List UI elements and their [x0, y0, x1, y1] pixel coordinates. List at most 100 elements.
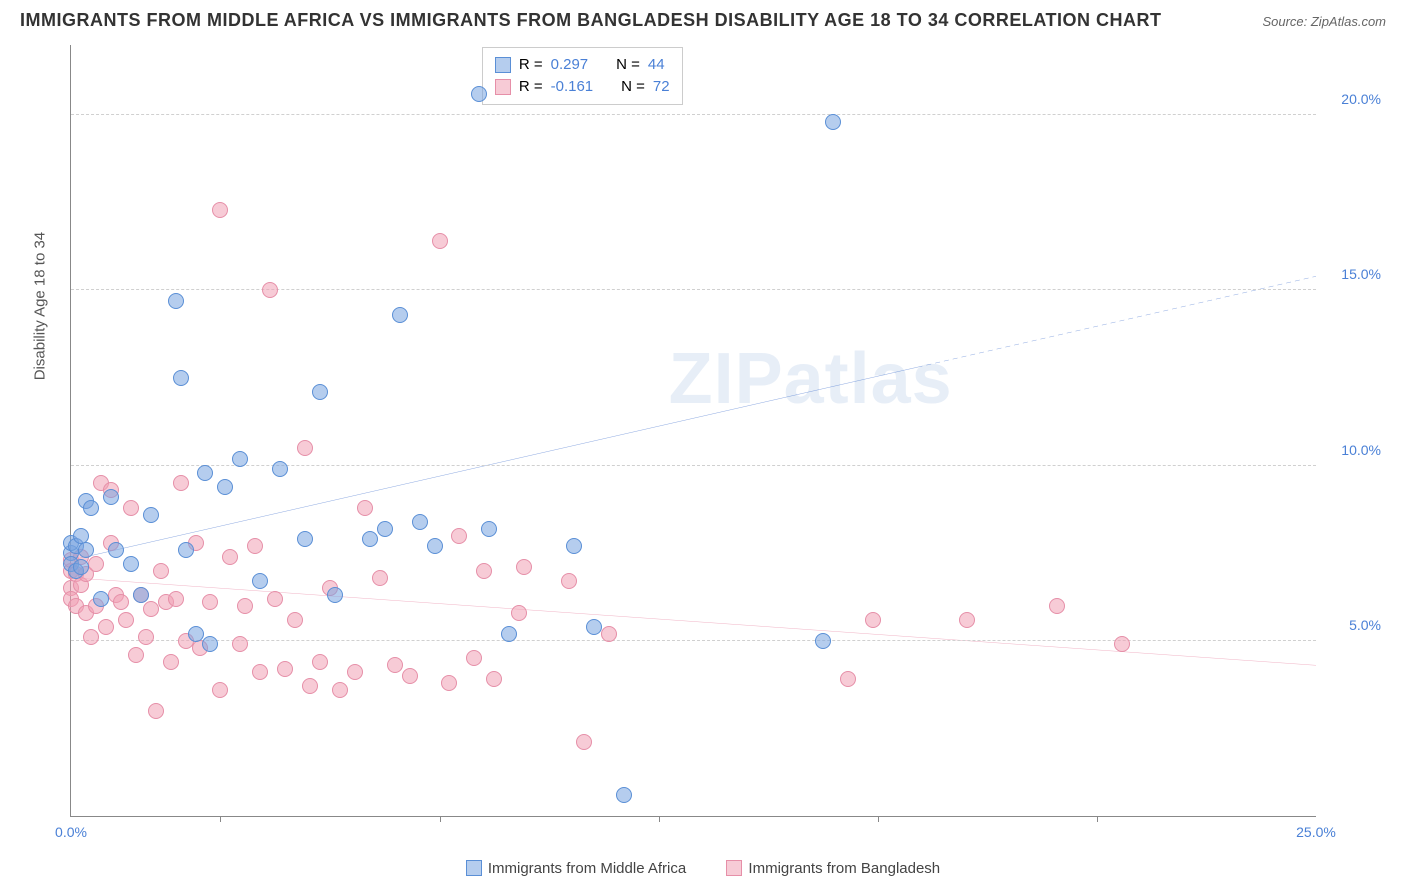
scatter-point-blue: [188, 626, 204, 642]
scatter-point-pink: [237, 598, 253, 614]
plot-area: ZIPatlas R = 0.297 N = 44 R = -0.161 N =…: [70, 45, 1316, 817]
scatter-point-blue: [123, 556, 139, 572]
scatter-point-pink: [98, 619, 114, 635]
scatter-point-pink: [212, 202, 228, 218]
chart-title: IMMIGRANTS FROM MIDDLE AFRICA VS IMMIGRA…: [20, 10, 1162, 31]
stat-label-n: N =: [616, 54, 640, 76]
scatter-point-pink: [173, 475, 189, 491]
x-tick-mark: [878, 816, 879, 822]
x-tick-label: 0.0%: [55, 824, 87, 840]
scatter-point-pink: [511, 605, 527, 621]
bottom-legend: Immigrants from Middle Africa Immigrants…: [0, 860, 1406, 881]
scatter-point-pink: [262, 282, 278, 298]
scatter-point-pink: [88, 556, 104, 572]
scatter-point-blue: [586, 619, 602, 635]
scatter-point-blue: [471, 86, 487, 102]
scatter-point-blue: [377, 521, 393, 537]
gridline: [71, 114, 1316, 115]
scatter-point-blue: [272, 461, 288, 477]
scatter-point-blue: [825, 114, 841, 130]
trend-lines-svg: [71, 45, 1316, 816]
scatter-point-pink: [347, 664, 363, 680]
scatter-point-blue: [427, 538, 443, 554]
scatter-point-blue: [168, 293, 184, 309]
x-tick-mark: [1097, 816, 1098, 822]
scatter-point-blue: [73, 559, 89, 575]
gridline: [71, 465, 1316, 466]
stat-r-pink: -0.161: [551, 76, 594, 98]
scatter-point-pink: [113, 594, 129, 610]
scatter-point-pink: [1049, 598, 1065, 614]
scatter-point-blue: [362, 531, 378, 547]
scatter-point-pink: [865, 612, 881, 628]
trend-line: [71, 578, 1316, 666]
scatter-point-blue: [392, 307, 408, 323]
scatter-point-pink: [357, 500, 373, 516]
scatter-point-pink: [372, 570, 388, 586]
scatter-point-pink: [959, 612, 975, 628]
scatter-point-blue: [197, 465, 213, 481]
scatter-point-pink: [297, 440, 313, 456]
scatter-point-blue: [327, 587, 343, 603]
scatter-point-blue: [232, 451, 248, 467]
x-tick-mark: [440, 816, 441, 822]
scatter-point-pink: [576, 734, 592, 750]
scatter-point-pink: [277, 661, 293, 677]
scatter-point-blue: [412, 514, 428, 530]
legend-item-pink: Immigrants from Bangladesh: [726, 860, 940, 877]
scatter-point-blue: [103, 489, 119, 505]
scatter-point-pink: [118, 612, 134, 628]
scatter-point-pink: [247, 538, 263, 554]
scatter-point-blue: [93, 591, 109, 607]
scatter-point-blue: [202, 636, 218, 652]
swatch-blue-icon: [466, 860, 482, 876]
stat-n-pink: 72: [653, 76, 670, 98]
stats-row-blue: R = 0.297 N = 44: [495, 54, 670, 76]
scatter-point-pink: [252, 664, 268, 680]
scatter-point-blue: [133, 587, 149, 603]
x-tick-label: 25.0%: [1296, 824, 1336, 840]
scatter-point-blue: [481, 521, 497, 537]
swatch-blue-icon: [495, 57, 511, 73]
x-tick-mark: [220, 816, 221, 822]
scatter-point-pink: [332, 682, 348, 698]
stat-label-r: R =: [519, 54, 543, 76]
scatter-point-pink: [1114, 636, 1130, 652]
scatter-point-pink: [302, 678, 318, 694]
gridline: [71, 289, 1316, 290]
scatter-point-pink: [486, 671, 502, 687]
x-tick-mark: [659, 816, 660, 822]
legend-label-pink: Immigrants from Bangladesh: [748, 860, 940, 877]
scatter-point-blue: [566, 538, 582, 554]
stat-label-n: N =: [621, 76, 645, 98]
scatter-point-pink: [476, 563, 492, 579]
scatter-point-blue: [815, 633, 831, 649]
scatter-point-pink: [432, 233, 448, 249]
scatter-point-pink: [202, 594, 218, 610]
scatter-point-pink: [287, 612, 303, 628]
y-tick-label: 15.0%: [1321, 266, 1381, 282]
stat-label-r: R =: [519, 76, 543, 98]
scatter-point-pink: [441, 675, 457, 691]
scatter-point-pink: [153, 563, 169, 579]
scatter-point-pink: [123, 500, 139, 516]
scatter-point-blue: [297, 531, 313, 547]
scatter-point-blue: [108, 542, 124, 558]
scatter-point-pink: [402, 668, 418, 684]
scatter-point-blue: [143, 507, 159, 523]
source-label: Source: ZipAtlas.com: [1262, 14, 1386, 29]
chart-container: Disability Age 18 to 34 ZIPatlas R = 0.2…: [50, 45, 1386, 847]
watermark: ZIPatlas: [669, 338, 953, 420]
scatter-point-blue: [616, 787, 632, 803]
y-tick-label: 10.0%: [1321, 442, 1381, 458]
scatter-point-pink: [387, 657, 403, 673]
stat-n-blue: 44: [648, 54, 665, 76]
scatter-point-blue: [217, 479, 233, 495]
scatter-point-blue: [252, 573, 268, 589]
scatter-point-pink: [267, 591, 283, 607]
scatter-point-pink: [601, 626, 617, 642]
scatter-point-blue: [173, 370, 189, 386]
y-tick-label: 5.0%: [1321, 617, 1381, 633]
scatter-point-pink: [222, 549, 238, 565]
scatter-point-pink: [143, 601, 159, 617]
